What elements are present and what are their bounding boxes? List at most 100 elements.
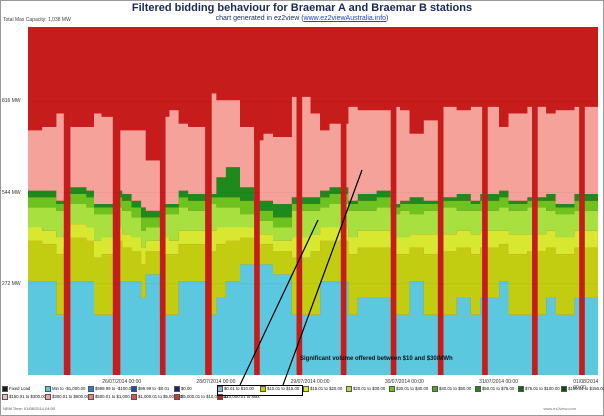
legend-swatch [131, 393, 137, 400]
legend-label: $10.01 to $15.00 [267, 386, 300, 391]
legend-label: $15.01 to $20.00 [310, 386, 343, 391]
y-tick-label-0: 272 MW [2, 280, 21, 287]
legend-item-0: Fixed Load [2, 385, 30, 392]
legend-item-12: $75.01 to $100.00 [518, 385, 560, 392]
legend-swatch [346, 385, 352, 392]
legend-highlight-box [217, 385, 303, 396]
arrow-line-2 [282, 169, 363, 386]
x-tick-label-4: 31/07/2014 00:00 [479, 379, 518, 385]
subtitle-prefix: chart generated in ez2view ( [215, 15, 304, 22]
y-tick-label-1: 544 MW [2, 189, 21, 196]
spike-0 [63, 27, 71, 375]
legend-item-3: $99.99 to -$0.01 [131, 385, 169, 392]
legend-swatch [217, 393, 223, 400]
legend-item-11: $50.01 to $75.00 [475, 385, 514, 392]
legend-item-19: $10,000.01 to Max [217, 393, 260, 400]
spike-6 [340, 27, 347, 375]
arrow-line-1 [239, 219, 319, 386]
area-layer-4 [28, 204, 598, 248]
chart-title: Filtered bidding behaviour for Braemar A… [131, 2, 473, 14]
legend-label: $30.01 to $40.00 [396, 386, 429, 391]
plot-area [28, 27, 598, 375]
legend-label: Min to -$1,000.00 [52, 386, 86, 391]
legend-label: $150.01 to $300.00 [9, 394, 47, 399]
legend-item-9: $30.01 to $40.00 [389, 385, 428, 392]
legend-swatch [88, 393, 94, 400]
legend-item-8: $20.01 to $30.00 [346, 385, 385, 392]
legend-label: $1,000.01 to $5,000.00 [138, 394, 183, 399]
watermark: www.ez2view.com [543, 406, 576, 411]
legend-item-15: $300.01 to $500.00 [45, 393, 89, 400]
spike-11 [579, 27, 585, 375]
spike-3 [205, 27, 212, 375]
x-tick-label-1: 28/07/2014 00:00 [196, 379, 236, 385]
x-tick-label-2: 29/07/2014 00:00 [290, 379, 330, 385]
legend-label: $20.01 to $30.00 [353, 386, 386, 391]
legend-item-13: $100.01 to $150.00 [561, 385, 604, 392]
spike-8 [437, 27, 444, 375]
annotation-text: Significant volume offered between $10 a… [300, 356, 453, 362]
legend-item-17: $1,000.01 to $5,000.00 [131, 393, 182, 400]
area-layer-8 [28, 59, 598, 161]
legend-label: $300.01 to $500.00 [52, 394, 90, 399]
legend-label: $99.99 to -$0.01 [138, 386, 170, 391]
legend-swatch [174, 393, 180, 400]
legend-item-18: $5,000.01 to $10,000.00 [174, 393, 228, 400]
spike-4 [254, 27, 260, 375]
legend-label: $0.01 to $10.00 [224, 386, 254, 391]
spike-9 [482, 27, 488, 375]
legend-swatch [389, 385, 395, 392]
legend-label: $10,000.01 to Max [224, 394, 260, 399]
legend-swatch [260, 385, 266, 392]
legend-label: $999.99 to -$100.00 [95, 386, 134, 391]
legend-swatch [174, 385, 180, 392]
legend-swatch [432, 385, 438, 392]
legend-item-1: Min to -$1,000.00 [45, 385, 85, 392]
legend-swatch [45, 393, 51, 400]
legend-swatch [88, 385, 94, 392]
legend-swatch [303, 385, 309, 392]
spike-2 [159, 27, 166, 375]
legend-swatch [518, 385, 524, 392]
legend-label: $500.01 to $1,000.00 [95, 394, 136, 399]
legend-item-16: $500.01 to $1,000.00 [88, 393, 136, 400]
legend-item-6: $10.01 to $15.00 [260, 385, 299, 392]
legend-label: $50.01 to $75.00 [482, 386, 515, 391]
nem-time: NEM Time: 01/08/2014 04:00 [3, 406, 56, 411]
legend-item-7: $15.01 to $20.00 [303, 385, 342, 392]
spike-5 [296, 27, 303, 375]
legend-item-14: $150.01 to $300.00 [2, 393, 46, 400]
subtitle-suffix: ) [386, 15, 389, 22]
chart-subtitle: chart generated in ez2view (www.ez2viewA… [0, 15, 604, 22]
legend-swatch [45, 385, 51, 392]
legend: Fixed Load Min to -$1,000.00 $999.99 to -$… [2, 385, 604, 405]
legend-label: $75.01 to $100.00 [525, 386, 560, 391]
legend-label: $40.01 to $50.00 [439, 386, 472, 391]
legend-swatch [561, 385, 567, 392]
x-tick-label-5: 01/08/2014 00:00 [573, 379, 599, 391]
area-layer-3 [28, 224, 598, 265]
legend-swatch [131, 385, 137, 392]
spike-7 [390, 27, 397, 375]
ez2view-link[interactable]: www.ez2viewAustralia.info [303, 15, 387, 22]
legend-swatch [2, 385, 8, 392]
x-tick-label-0: 26/07/2014 00:00 [102, 379, 142, 385]
spike-10 [532, 27, 538, 375]
area-layer-7 [28, 93, 598, 211]
legend-item-2: $999.99 to -$100.00 [88, 385, 133, 392]
legend-label: Fixed Load [9, 386, 31, 391]
area-layer-1 [28, 264, 598, 375]
legend-swatch [2, 393, 8, 400]
area-layer-2 [28, 237, 598, 315]
area-layer-6 [28, 167, 598, 218]
legend-item-10: $40.01 to $50.00 [432, 385, 471, 392]
x-tick-label-3: 30/07/2014 00:00 [384, 379, 424, 385]
y-tick-label-2: 816 MW [2, 98, 21, 105]
max-capacity-label: Total Max Capacity: 1,038 MW [3, 17, 71, 23]
legend-label: $100.01 to $150.00 [568, 386, 604, 391]
spike-1 [112, 27, 121, 375]
legend-label: $5,000.01 to $10,000.00 [181, 394, 228, 399]
area-layer-5 [28, 194, 598, 231]
legend-swatch [475, 385, 481, 392]
